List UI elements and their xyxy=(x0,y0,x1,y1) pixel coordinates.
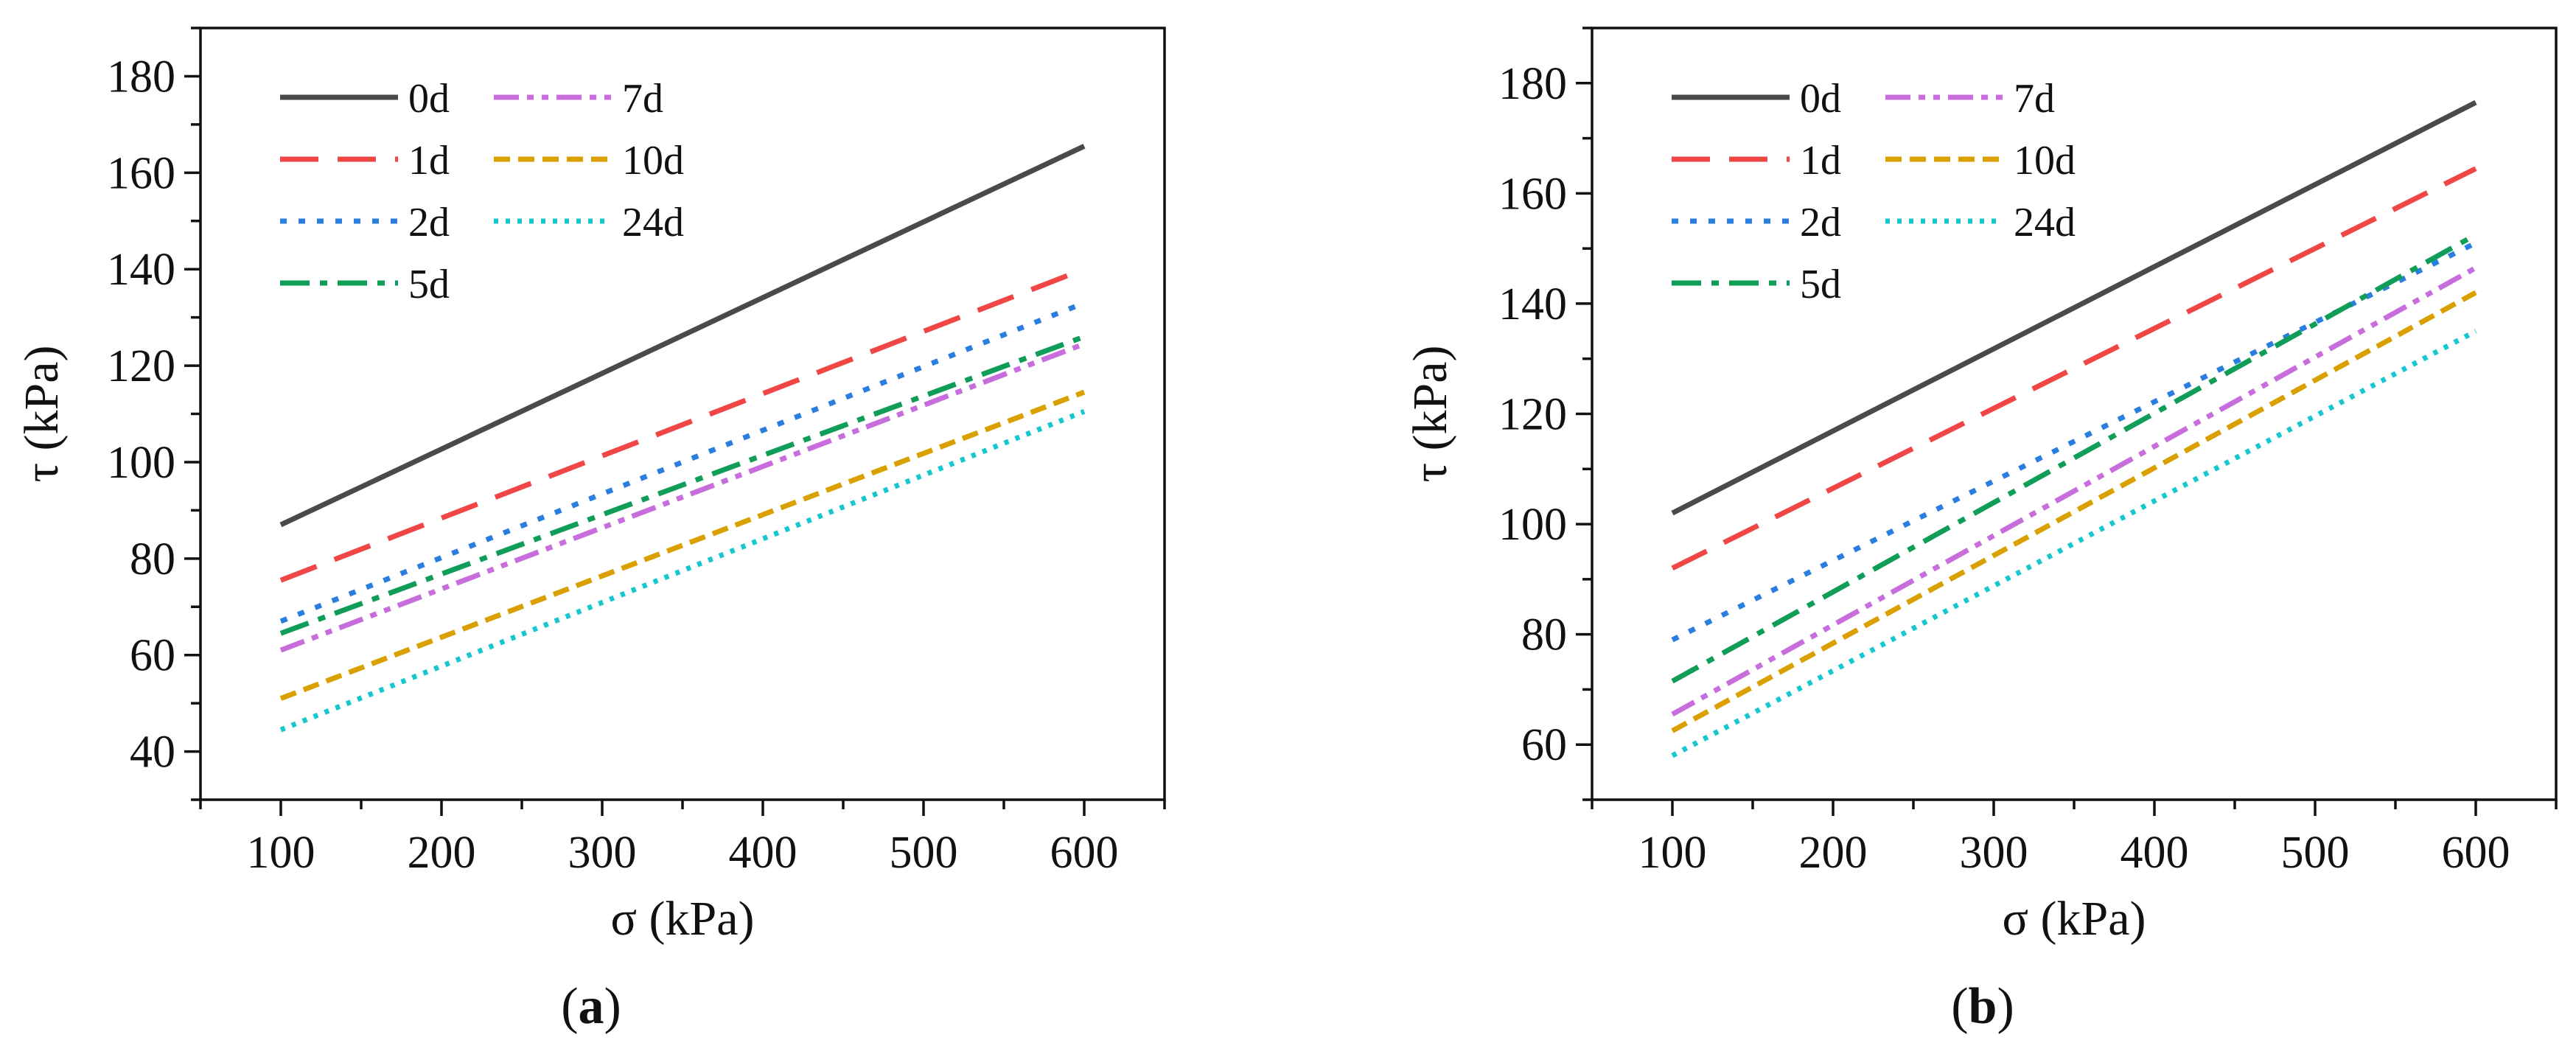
y-tick-label: 180 xyxy=(1498,59,1567,109)
y-tick-label: 120 xyxy=(1498,390,1567,440)
series-line-10d xyxy=(279,389,1086,701)
legend-label-1d: 1d xyxy=(408,138,450,184)
y-tick-label: 60 xyxy=(1521,720,1567,770)
x-axis-title: σ (kPa) xyxy=(2002,892,2146,946)
y-tick-label: 160 xyxy=(107,148,175,198)
legend-label-2d: 2d xyxy=(1800,200,1841,245)
y-tick-label: 140 xyxy=(1498,279,1567,329)
series-line-0d xyxy=(279,144,1086,528)
x-tick-label: 500 xyxy=(2281,828,2350,878)
legend-label-5d: 5d xyxy=(1800,262,1841,307)
y-tick-label: 160 xyxy=(1498,169,1567,219)
legend-label-5d: 5d xyxy=(408,262,450,307)
panel-b: 100 200 300 400 500 600 60 80 100 120 140 160 180 σ (… xyxy=(1403,27,2558,1035)
legend-label-24d: 24d xyxy=(2014,200,2076,245)
series-line-7d xyxy=(279,341,1086,653)
caption-close-paren: ) xyxy=(604,978,621,1035)
y-axis-title: τ (kPa) xyxy=(15,346,69,483)
caption-letter: a xyxy=(579,978,604,1035)
caption-close-paren: ) xyxy=(1997,978,2014,1035)
y-tick-label: 80 xyxy=(130,534,175,584)
panel-caption: (b) xyxy=(1951,978,2014,1035)
x-tick-label: 300 xyxy=(568,828,637,878)
x-tick-label: 600 xyxy=(2442,828,2510,878)
caption-open-paren: ( xyxy=(561,978,578,1035)
x-tick-label: 300 xyxy=(1960,828,2028,878)
x-tick-label: 200 xyxy=(408,828,476,878)
x-axis-title: σ (kPa) xyxy=(610,892,754,946)
panel-a: 100 200 300 400 500 600 40 60 80 100 120 140 160 180 σ… xyxy=(15,27,1166,1035)
x-tick-label: 500 xyxy=(890,828,958,878)
x-tick-label: 400 xyxy=(729,828,797,878)
series-line-5d xyxy=(279,334,1086,636)
legend-label-1d: 1d xyxy=(1800,138,1841,184)
series-line-0d xyxy=(1671,100,2477,516)
legend-label-2d: 2d xyxy=(408,200,450,245)
series-line-5d xyxy=(1671,232,2477,684)
y-tick-label: 100 xyxy=(107,438,175,488)
y-tick-label: 140 xyxy=(107,245,175,295)
caption-letter: b xyxy=(1969,978,1997,1035)
legend-label-0d: 0d xyxy=(408,76,450,122)
y-tick-label: 180 xyxy=(107,52,175,102)
legend-label-0d: 0d xyxy=(1800,76,1841,122)
y-tick-label: 40 xyxy=(130,727,175,778)
caption-open-paren: ( xyxy=(1951,978,1968,1035)
x-tick-label: 400 xyxy=(2121,828,2189,878)
legend-label-7d: 7d xyxy=(2014,76,2055,122)
x-tick-label: 100 xyxy=(1638,828,1707,878)
y-axis-title: τ (kPa) xyxy=(1403,346,1457,483)
x-tick-label: 600 xyxy=(1050,828,1119,878)
series-line-1d xyxy=(279,266,1086,583)
panel-caption: (a) xyxy=(561,978,621,1035)
x-tick-label: 100 xyxy=(247,828,315,878)
series-line-2d xyxy=(279,300,1086,624)
series-line-2d xyxy=(1671,240,2477,643)
legend-label-24d: 24d xyxy=(622,200,684,245)
series-line-24d xyxy=(1671,329,2477,758)
legend-label-7d: 7d xyxy=(622,76,663,122)
legend: 0d 1d 2d 5d 7d 10d 24d xyxy=(280,76,684,307)
y-tick-label: 100 xyxy=(1498,500,1567,550)
x-tick-label: 200 xyxy=(1799,828,1868,878)
series-line-7d xyxy=(1671,265,2477,717)
legend: 0d 1d 2d 5d 7d 10d 24d xyxy=(1672,76,2076,307)
y-tick-label: 60 xyxy=(130,631,175,681)
series-line-24d xyxy=(279,408,1086,733)
y-tick-label: 80 xyxy=(1521,610,1567,660)
series-line-10d xyxy=(1671,290,2477,733)
legend-label-10d: 10d xyxy=(2014,138,2076,184)
legend-label-10d: 10d xyxy=(622,138,684,184)
series-line-1d xyxy=(1671,166,2477,571)
y-tick-label: 120 xyxy=(107,341,175,391)
